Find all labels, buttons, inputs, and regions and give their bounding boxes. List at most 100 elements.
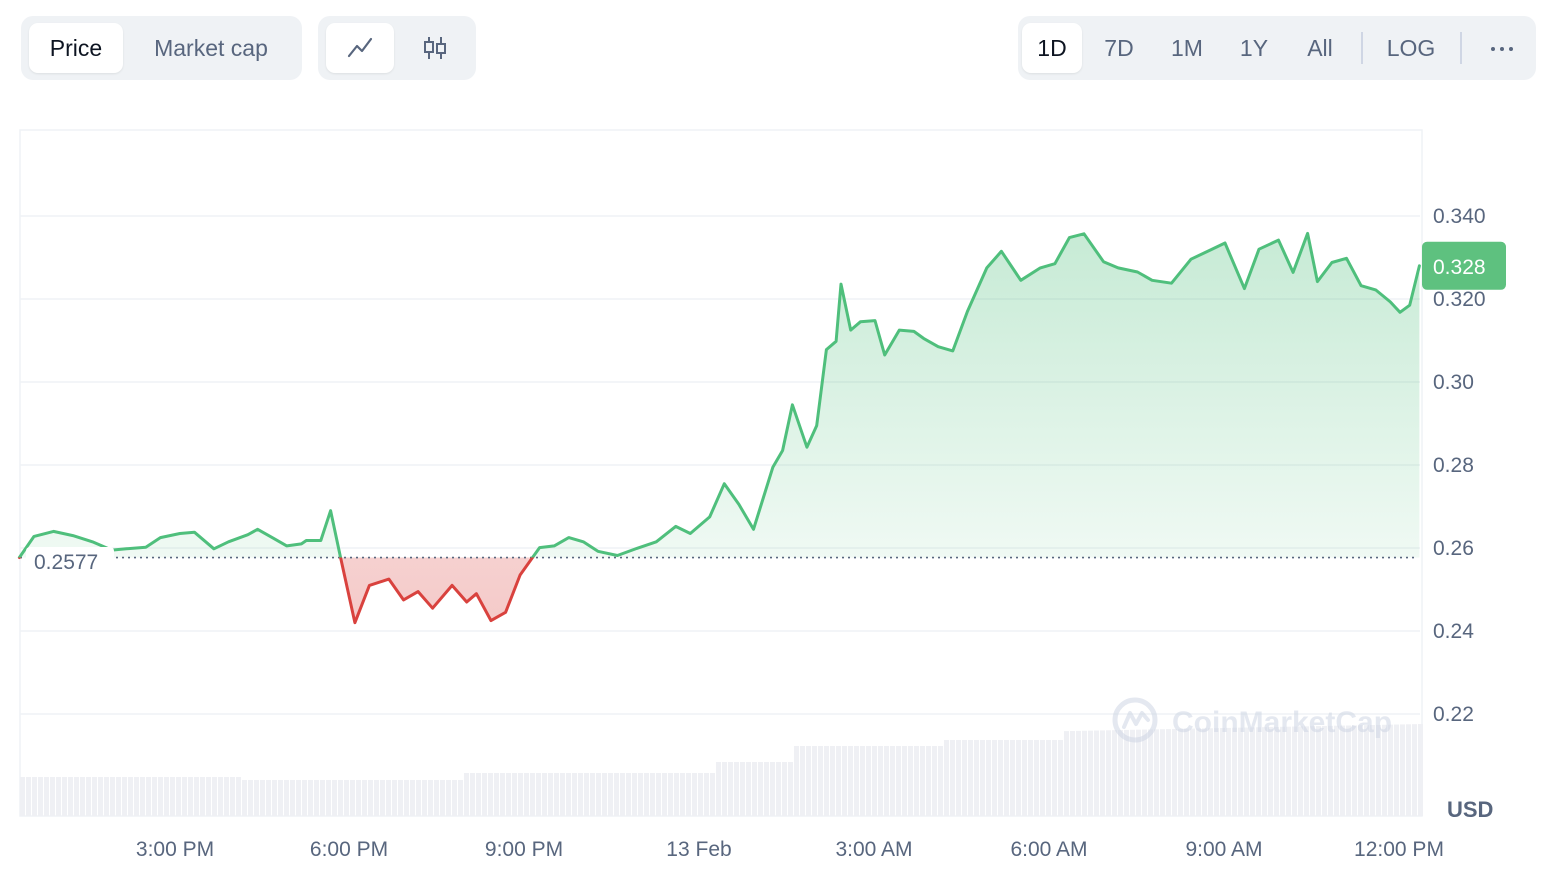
volume-bar: [470, 773, 475, 816]
coinmarketcap-watermark: CoinMarketCap: [1112, 697, 1392, 743]
volume-bar: [326, 780, 331, 816]
volume-bar: [176, 777, 181, 816]
volume-bar: [668, 773, 673, 816]
volume-bar: [416, 780, 421, 816]
volume-bar: [284, 780, 289, 816]
range-7d-button[interactable]: 7D: [1104, 35, 1134, 61]
volume-bar: [770, 762, 775, 816]
volume-bar: [308, 780, 313, 816]
volume-bar: [56, 777, 61, 816]
volume-bar: [74, 777, 79, 816]
volume-bar: [602, 773, 607, 816]
volume-bar: [932, 746, 937, 816]
chart-style-toggle: [318, 16, 476, 80]
volume-bar: [344, 780, 349, 816]
x-tick-label: 12:00 PM: [1354, 838, 1444, 861]
volume-bar: [1268, 727, 1273, 816]
volume-bar: [902, 746, 907, 816]
volume-bar: [476, 773, 481, 816]
volume-bar: [1328, 725, 1333, 816]
volume-bar: [548, 773, 553, 816]
volume-bar: [1184, 728, 1189, 816]
volume-bar: [206, 777, 211, 816]
volume-bar: [1280, 726, 1285, 816]
volume-bar: [806, 746, 811, 816]
volume-bar: [536, 773, 541, 816]
market-cap-tab[interactable]: Market cap: [154, 35, 268, 61]
volume-bar: [494, 773, 499, 816]
volume-bar: [1322, 725, 1327, 816]
range-all-button[interactable]: All: [1307, 35, 1333, 61]
volume-bar: [566, 773, 571, 816]
volume-bar: [650, 773, 655, 816]
volume-bar: [998, 740, 1003, 816]
volume-bar: [1298, 726, 1303, 816]
volume-bar: [104, 777, 109, 816]
volume-bar: [164, 777, 169, 816]
volume-bar: [1004, 740, 1009, 816]
volume-bar: [818, 746, 823, 816]
volume-bar: [956, 740, 961, 816]
volume-bar: [1028, 740, 1033, 816]
watermark-text: CoinMarketCap: [1172, 706, 1392, 739]
volume-bar: [782, 762, 787, 816]
candlestick-chart-button[interactable]: [402, 23, 468, 73]
volume-bar: [926, 746, 931, 816]
volume-bar: [530, 773, 535, 816]
current-price-label: 0.328: [1433, 256, 1486, 279]
volume-bar: [512, 773, 517, 816]
volume-bar: [1244, 727, 1249, 816]
volume-bar: [878, 746, 883, 816]
volume-bar: [1406, 724, 1411, 816]
volume-bars: [20, 724, 1423, 816]
volume-bar: [242, 780, 247, 816]
volume-bar: [1352, 725, 1357, 816]
volume-bar: [62, 777, 67, 816]
volume-bar: [188, 777, 193, 816]
volume-bar: [800, 746, 805, 816]
volume-bar: [638, 773, 643, 816]
volume-bar: [788, 762, 793, 816]
volume-bar: [1358, 725, 1363, 816]
volume-bar: [1100, 730, 1105, 816]
range-1d-button[interactable]: 1D: [1022, 23, 1082, 73]
volume-bar: [404, 780, 409, 816]
volume-bar: [1202, 728, 1207, 816]
volume-bar: [1010, 740, 1015, 816]
volume-bar: [80, 777, 85, 816]
log-scale-button[interactable]: LOG: [1386, 35, 1436, 61]
volume-bar: [1310, 726, 1315, 816]
volume-bar: [194, 777, 199, 816]
volume-bar: [212, 777, 217, 816]
volume-bar: [272, 780, 277, 816]
reference-price-bg: [26, 547, 114, 575]
volume-bar: [434, 780, 439, 816]
y-tick-label: 0.320: [1433, 288, 1486, 311]
volume-bar: [1340, 725, 1345, 816]
range-1y-button[interactable]: 1Y: [1239, 35, 1269, 61]
volume-bar: [938, 746, 943, 816]
volume-bar: [260, 780, 265, 816]
price-tab[interactable]: Price: [29, 23, 123, 73]
volume-bar: [68, 777, 73, 816]
volume-bar: [146, 777, 151, 816]
more-horizontal-icon: [1491, 47, 1513, 51]
volume-bar: [290, 780, 295, 816]
volume-bar: [482, 773, 487, 816]
more-options-button[interactable]: [1474, 23, 1530, 73]
volume-bar: [356, 780, 361, 816]
y-tick-label: 0.28: [1433, 454, 1474, 477]
volume-bar: [350, 780, 355, 816]
coinmarketcap-logo: [1112, 697, 1158, 743]
line-chart-button[interactable]: [326, 23, 394, 73]
volume-bar: [1316, 726, 1321, 816]
volume-bar: [1220, 728, 1225, 816]
volume-bar: [1166, 729, 1171, 816]
volume-bar: [848, 746, 853, 816]
volume-bar: [446, 780, 451, 816]
volume-bar: [1082, 730, 1087, 816]
range-1m-button[interactable]: 1M: [1171, 35, 1203, 61]
volume-bar: [440, 780, 445, 816]
volume-bar: [1394, 724, 1399, 816]
